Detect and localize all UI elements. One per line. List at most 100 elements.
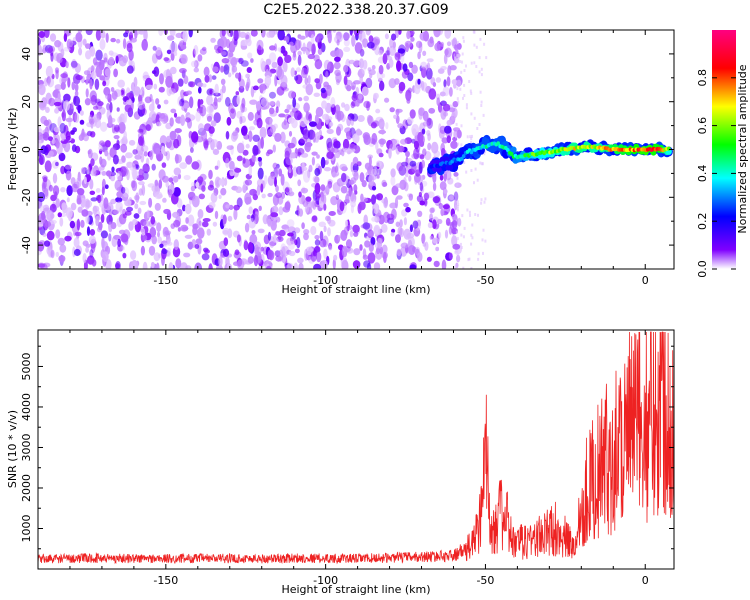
noise-cell — [428, 107, 436, 114]
noise-cell — [143, 151, 148, 157]
noise-cell — [420, 61, 427, 69]
noise-cell — [441, 259, 447, 269]
noise-cell — [103, 52, 108, 64]
noise-cell — [189, 96, 194, 109]
noise-cell — [281, 246, 286, 258]
noise-cell — [172, 211, 180, 218]
noise-cell — [183, 174, 191, 181]
noise-cell — [398, 165, 407, 176]
noise-cell — [307, 75, 311, 85]
noise-cell — [421, 128, 426, 135]
noise-cell — [220, 187, 227, 196]
noise-cell — [107, 115, 113, 127]
noise-cell — [246, 77, 251, 89]
noise-cell — [232, 130, 239, 141]
signal-cell — [483, 138, 490, 145]
noise-cell — [419, 154, 425, 160]
noise-cell — [88, 114, 93, 124]
noise-cell — [226, 145, 234, 151]
y-tick-label: 20 — [20, 95, 33, 109]
noise-cell — [85, 30, 93, 36]
noise-cell — [326, 84, 332, 96]
noise-cell — [109, 101, 113, 113]
noise-cell — [43, 119, 50, 126]
noise-cell — [220, 78, 226, 86]
noise-cell — [140, 86, 145, 99]
noise-cell — [236, 234, 241, 243]
noise-cell — [277, 56, 283, 67]
noise-cell — [46, 230, 55, 241]
signal-cell — [466, 143, 473, 150]
noise-cell — [355, 86, 360, 97]
noise-cell — [198, 193, 205, 200]
noise-cell — [343, 226, 349, 236]
noise-cell — [378, 49, 383, 56]
noise-cell — [294, 75, 299, 81]
noise-cell — [444, 47, 452, 58]
noise-cell — [410, 30, 415, 36]
noise-cell — [104, 91, 111, 100]
noise-cell — [230, 57, 238, 67]
noise-cell — [87, 148, 93, 159]
noise-cell — [378, 138, 387, 145]
noise-cell — [405, 206, 411, 213]
noise-cell — [460, 70, 463, 74]
noise-cell — [57, 92, 61, 100]
noise-cell — [106, 103, 111, 111]
noise-cell — [65, 61, 69, 69]
noise-cell — [392, 139, 400, 146]
noise-cell — [285, 30, 292, 33]
noise-cell — [451, 79, 458, 85]
noise-cell — [358, 58, 365, 69]
noise-cell — [480, 104, 483, 107]
noise-cell — [65, 117, 74, 123]
noise-cell — [366, 101, 370, 111]
noise-cell — [262, 214, 269, 225]
noise-cell — [294, 248, 300, 254]
noise-cell — [290, 67, 295, 77]
noise-cell — [446, 76, 451, 87]
noise-cell — [437, 231, 442, 239]
noise-cell — [457, 41, 459, 45]
noise-cell — [314, 78, 321, 84]
noise-cell — [477, 257, 480, 261]
noise-cell — [310, 34, 315, 45]
noise-cell — [71, 81, 76, 91]
noise-cell — [234, 249, 240, 256]
noise-cell — [456, 254, 461, 263]
noise-cell — [138, 181, 145, 186]
noise-cell — [397, 123, 404, 129]
x-tick-label: -100 — [313, 274, 338, 287]
noise-cell — [412, 128, 417, 137]
noise-cell — [395, 183, 404, 189]
noise-cell — [150, 261, 155, 269]
noise-cell — [368, 35, 374, 43]
y-tick-label: -20 — [20, 188, 33, 206]
noise-cell — [376, 193, 384, 201]
noise-cell — [297, 149, 301, 158]
noise-cell — [442, 204, 450, 210]
noise-cell — [396, 162, 404, 172]
noise-cell — [51, 138, 56, 145]
noise-cell — [143, 220, 151, 227]
noise-cell — [68, 114, 72, 127]
noise-cell — [258, 205, 262, 211]
noise-cell — [456, 97, 459, 101]
noise-cell — [330, 196, 338, 206]
noise-cell — [180, 89, 185, 99]
noise-cell — [359, 30, 366, 43]
noise-cell — [291, 136, 297, 148]
noise-cell — [120, 89, 125, 95]
noise-cell — [198, 86, 202, 94]
noise-cell — [463, 226, 466, 230]
noise-cell — [351, 94, 358, 101]
noise-cell — [225, 96, 231, 107]
noise-cell — [173, 138, 180, 149]
noise-cell — [139, 200, 147, 206]
noise-cell — [339, 163, 348, 171]
noise-cell — [41, 210, 46, 221]
noise-cell — [47, 136, 54, 142]
noise-cell — [120, 143, 128, 153]
signal-cell — [447, 164, 454, 171]
noise-cell — [463, 94, 466, 97]
